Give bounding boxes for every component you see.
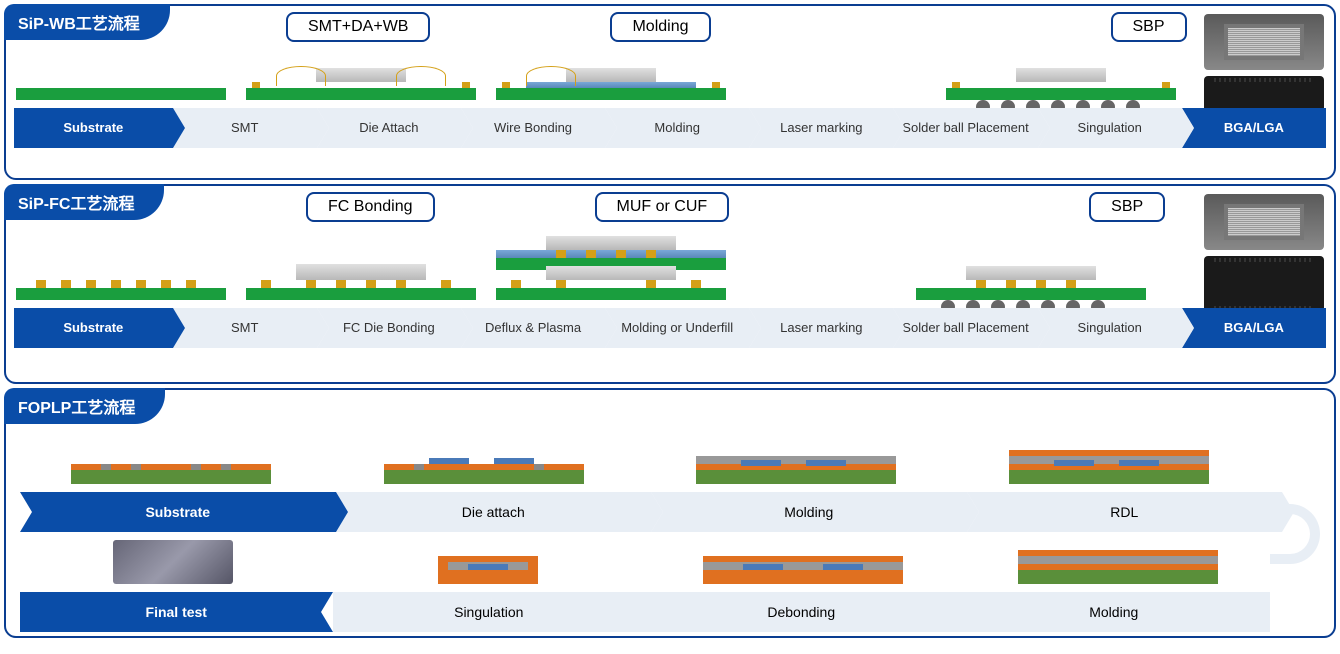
fc-arrow-row: Substrate SMT FC Die Bonding Deflux & Pl… [14, 308, 1326, 348]
step: Molding or Underfill [605, 308, 749, 348]
foplp-bottom-arrows: Final test Singulation Debonding Molding [20, 592, 1270, 632]
stage-label: MUF or CUF [595, 192, 730, 222]
stage-labels-row: SMT+DA+WB Molding SBP [286, 12, 1334, 42]
step: Laser marking [749, 108, 893, 148]
diagram-sbp [946, 88, 1176, 100]
foplp-diag-debonding [693, 540, 913, 584]
step: Singulation [333, 592, 646, 632]
step: Deflux & Plasma [461, 308, 605, 348]
step: Die Attach [317, 108, 461, 148]
step: Solder ball Placement [893, 108, 1037, 148]
diagram-fc-sbp [916, 288, 1146, 300]
foplp-diag-molding2 [1008, 540, 1228, 584]
step: BGA/LGA [1182, 308, 1326, 348]
diagram-substrate-bumps [16, 288, 226, 300]
step: Die attach [336, 492, 652, 532]
step: Laser marking [749, 308, 893, 348]
stage-labels-row: FC Bonding MUF or CUF SBP [306, 192, 1334, 222]
step: Debonding [645, 592, 958, 632]
panel-foplp: FOPLP工艺流程 [4, 388, 1336, 638]
foplp-diag-substrate [61, 440, 281, 484]
foplp-diag-dieattach [374, 440, 594, 484]
stage-label: SMT+DA+WB [286, 12, 430, 42]
foplp-diag-finaltest [63, 540, 283, 584]
step: Molding [651, 492, 967, 532]
step: RDL [967, 492, 1283, 532]
step: Molding [605, 108, 749, 148]
fc-diagrams [16, 230, 1324, 300]
diagram-fc-bonding [246, 288, 476, 300]
lga-bottom-image [1204, 256, 1324, 312]
step: Substrate [20, 492, 336, 532]
step: SMT [173, 108, 317, 148]
step: Singulation [1038, 108, 1182, 148]
foplp-diag-singulation [378, 540, 598, 584]
step: Substrate [14, 308, 173, 348]
step: Solder ball Placement [893, 308, 1037, 348]
step: FC Die Bonding [317, 308, 461, 348]
foplp-top-diagrams [20, 440, 1320, 484]
bga-top-image [1204, 14, 1324, 70]
panel-sip-fc: SiP-FC工艺流程 FC Bonding MUF or CUF SBP [4, 184, 1336, 384]
stage-label: FC Bonding [306, 192, 435, 222]
foplp-diag-molding [686, 440, 906, 484]
wb-diagrams [16, 50, 1324, 100]
diagram-molding [496, 88, 726, 100]
bga-top-image [1204, 194, 1324, 250]
step: BGA/LGA [1182, 108, 1326, 148]
stage-label: SBP [1111, 12, 1187, 42]
diagram-substrate [16, 88, 226, 100]
foplp-diag-rdl [999, 440, 1219, 484]
wb-arrow-row: Substrate SMT Die Attach Wire Bonding Mo… [14, 108, 1326, 148]
step: Molding [958, 592, 1271, 632]
foplp-top-arrows: Substrate Die attach Molding RDL [20, 492, 1270, 532]
panel-sip-wb: SiP-WB工艺流程 SMT+DA+WB Molding SBP [4, 4, 1336, 180]
diagram-smt-da-wb [246, 88, 476, 100]
step: Singulation [1038, 308, 1182, 348]
foplp-bottom-diagrams [20, 540, 1270, 584]
panel-title: SiP-WB工艺流程 [4, 4, 170, 40]
stage-label: Molding [610, 12, 710, 42]
step: SMT [173, 308, 317, 348]
stage-label: SBP [1089, 192, 1165, 222]
panel-title: FOPLP工艺流程 [4, 388, 165, 424]
panel-title: SiP-FC工艺流程 [4, 184, 164, 220]
step: Wire Bonding [461, 108, 605, 148]
product-images [1204, 194, 1324, 312]
step: Final test [20, 592, 333, 632]
step: Substrate [14, 108, 173, 148]
diagram-muf-cuf [496, 258, 726, 300]
